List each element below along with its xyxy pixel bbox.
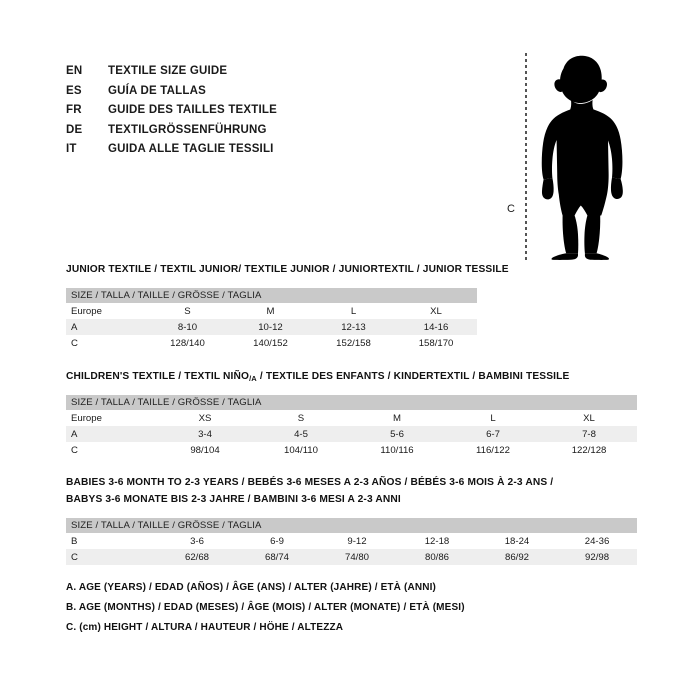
table-children-band-label: SIZE / TALLA / TAILLE / GRÖSSE / TAGLIA xyxy=(66,395,638,410)
language-row-fr: FR GUIDE DES TAILLES TEXTILE xyxy=(66,101,396,121)
cell-height: 86/92 xyxy=(477,549,557,565)
height-measure-label: C xyxy=(507,203,515,215)
cell-months: 6-9 xyxy=(237,533,317,549)
cell-size: L xyxy=(445,410,541,426)
language-row-it: IT GUIDA ALLE TAGLIE TESSILI xyxy=(66,140,396,160)
language-title-es: GUÍA DE TALLAS xyxy=(108,84,206,97)
row-label-c: C xyxy=(66,549,157,565)
cell-age: 7-8 xyxy=(541,426,638,442)
cell-size: L xyxy=(312,303,395,319)
cell-months: 12-18 xyxy=(397,533,477,549)
cell-height: 152/158 xyxy=(312,335,395,351)
language-title-de: TEXTILGRÖSSENFÜHRUNG xyxy=(108,123,267,136)
table-row: C 98/104 104/110 110/116 116/122 122/128 xyxy=(66,442,638,458)
cell-months: 24-36 xyxy=(557,533,638,549)
table-row: B 3-6 6-9 9-12 12-18 18-24 24-36 xyxy=(66,533,638,549)
table-row: Europe S M L XL xyxy=(66,303,478,319)
section-title-children-pre: CHILDREN'S TEXTILE / TEXTIL NIÑO xyxy=(66,371,250,382)
section-title-babies-line2: BABYS 3-6 MONATE BIS 2-3 JAHRE / BAMBINI… xyxy=(66,494,401,505)
table-junior-textile: SIZE / TALLA / TAILLE / GRÖSSE / TAGLIA … xyxy=(66,288,478,351)
language-code-fr: FR xyxy=(66,104,82,116)
cell-age: 14-16 xyxy=(395,319,478,335)
table-row: A 8-10 10-12 12-13 14-16 xyxy=(66,319,478,335)
cell-height: 122/128 xyxy=(541,442,638,458)
section-title-babies-line1: BABIES 3-6 MONTH TO 2-3 YEARS / BEBÉS 3-… xyxy=(66,477,554,488)
language-code-it: IT xyxy=(66,143,77,155)
cell-height: 68/74 xyxy=(237,549,317,565)
section-title-junior: JUNIOR TEXTILE / TEXTIL JUNIOR/ TEXTILE … xyxy=(66,264,509,275)
legend-line-a: A. AGE (YEARS) / EDAD (AÑOS) / ÂGE (ANS)… xyxy=(66,582,436,593)
row-label-europe: Europe xyxy=(66,303,146,319)
row-label-c: C xyxy=(66,442,157,458)
cell-size: M xyxy=(229,303,312,319)
legend-line-c: C. (cm) HEIGHT / ALTURA / HAUTEUR / HÖHE… xyxy=(66,622,344,633)
cell-size: XL xyxy=(395,303,478,319)
language-title-it: GUIDA ALLE TAGLIE TESSILI xyxy=(108,143,274,155)
cell-size: S xyxy=(146,303,229,319)
child-silhouette-icon xyxy=(541,55,623,260)
language-title-list: EN TEXTILE SIZE GUIDE ES GUÍA DE TALLAS … xyxy=(66,62,396,160)
row-label-b: B xyxy=(66,533,157,549)
table-junior-band-row: SIZE / TALLA / TAILLE / GRÖSSE / TAGLIA xyxy=(66,288,478,303)
table-children-band-row: SIZE / TALLA / TAILLE / GRÖSSE / TAGLIA xyxy=(66,395,638,410)
height-dotted-line-icon xyxy=(525,53,527,260)
cell-months: 3-6 xyxy=(157,533,237,549)
cell-size: M xyxy=(349,410,445,426)
cell-height: 128/140 xyxy=(146,335,229,351)
section-title-children: CHILDREN'S TEXTILE / TEXTIL NIÑO/A / TEX… xyxy=(66,371,569,383)
cell-age: 6-7 xyxy=(445,426,541,442)
cell-height: 116/122 xyxy=(445,442,541,458)
table-junior-band-label: SIZE / TALLA / TAILLE / GRÖSSE / TAGLIA xyxy=(66,288,478,303)
row-label-a: A xyxy=(66,319,146,335)
table-babies-band-row: SIZE / TALLA / TAILLE / GRÖSSE / TAGLIA xyxy=(66,518,638,533)
language-row-de: DE TEXTILGRÖSSENFÜHRUNG xyxy=(66,121,396,141)
cell-age: 12-13 xyxy=(312,319,395,335)
cell-age: 8-10 xyxy=(146,319,229,335)
cell-size: XL xyxy=(541,410,638,426)
cell-height: 104/110 xyxy=(253,442,349,458)
cell-months: 9-12 xyxy=(317,533,397,549)
cell-height: 92/98 xyxy=(557,549,638,565)
cell-size: S xyxy=(253,410,349,426)
language-row-es: ES GUÍA DE TALLAS xyxy=(66,82,396,102)
language-code-en: EN xyxy=(66,65,83,77)
cell-age: 5-6 xyxy=(349,426,445,442)
cell-age: 3-4 xyxy=(157,426,253,442)
cell-size: XS xyxy=(157,410,253,426)
table-row: C 62/68 68/74 74/80 80/86 86/92 92/98 xyxy=(66,549,638,565)
language-title-fr: GUIDE DES TAILLES TEXTILE xyxy=(108,104,277,116)
table-children-textile: SIZE / TALLA / TAILLE / GRÖSSE / TAGLIA … xyxy=(66,395,638,458)
legend-block: A. AGE (YEARS) / EDAD (AÑOS) / ÂGE (ANS)… xyxy=(66,578,586,638)
cell-height: 74/80 xyxy=(317,549,397,565)
table-babies-band-label: SIZE / TALLA / TAILLE / GRÖSSE / TAGLIA xyxy=(66,518,638,533)
table-row: A 3-4 4-5 5-6 6-7 7-8 xyxy=(66,426,638,442)
language-title-en: TEXTILE SIZE GUIDE xyxy=(108,65,228,77)
cell-months: 18-24 xyxy=(477,533,557,549)
section-title-children-sub: /A xyxy=(249,374,257,383)
cell-age: 10-12 xyxy=(229,319,312,335)
table-row: C 128/140 140/152 152/158 158/170 xyxy=(66,335,478,351)
cell-height: 80/86 xyxy=(397,549,477,565)
section-title-children-post: / TEXTILE DES ENFANTS / KINDERTEXTIL / B… xyxy=(256,371,570,382)
cell-age: 4-5 xyxy=(253,426,349,442)
table-row: Europe XS S M L XL xyxy=(66,410,638,426)
cell-height: 140/152 xyxy=(229,335,312,351)
row-label-c: C xyxy=(66,335,146,351)
cell-height: 110/116 xyxy=(349,442,445,458)
language-code-de: DE xyxy=(66,123,83,136)
cell-height: 98/104 xyxy=(157,442,253,458)
table-babies-textile: SIZE / TALLA / TAILLE / GRÖSSE / TAGLIA … xyxy=(66,518,638,565)
row-label-a: A xyxy=(66,426,157,442)
language-row-en: EN TEXTILE SIZE GUIDE xyxy=(66,62,396,82)
cell-height: 62/68 xyxy=(157,549,237,565)
height-measurement-figure: C xyxy=(495,45,675,270)
legend-line-b: B. AGE (MONTHS) / EDAD (MESES) / ÂGE (MO… xyxy=(66,602,465,613)
cell-height: 158/170 xyxy=(395,335,478,351)
row-label-europe: Europe xyxy=(66,410,157,426)
language-code-es: ES xyxy=(66,84,82,97)
